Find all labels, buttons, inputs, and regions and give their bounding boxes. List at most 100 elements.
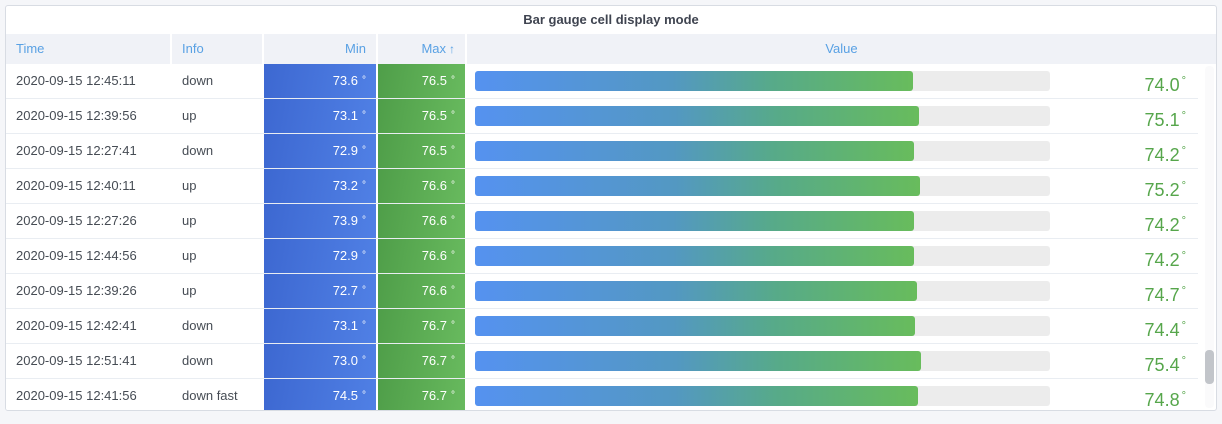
degree-unit: ° bbox=[362, 145, 366, 156]
degree-unit: ° bbox=[451, 215, 455, 226]
cell-value-bar-gauge: 74.2 ° bbox=[467, 134, 1198, 168]
max-value: 76.6 bbox=[421, 248, 447, 263]
cell-min: 72.7 ° bbox=[264, 274, 376, 308]
max-color-background: 76.7 ° bbox=[378, 379, 465, 410]
min-value: 72.9 bbox=[332, 248, 358, 263]
bar-gauge-track bbox=[475, 106, 1050, 126]
table-row: 2020-09-15 12:41:56 down fast 74.5 ° 76.7 ° 74… bbox=[6, 379, 1198, 410]
cell-value-bar-gauge: 75.2 ° bbox=[467, 169, 1198, 203]
degree-unit: ° bbox=[451, 110, 455, 121]
value-number: 74.8 bbox=[1144, 390, 1180, 410]
cell-value-bar-gauge: 75.4 ° bbox=[467, 344, 1198, 378]
table-row: 2020-09-15 12:44:56 up 72.9 ° 76.6 ° 74.2 ° bbox=[6, 239, 1198, 274]
max-value: 76.6 bbox=[421, 213, 447, 228]
bar-gauge-fill bbox=[475, 246, 914, 266]
min-value: 73.6 bbox=[332, 73, 358, 88]
degree-unit: ° bbox=[1181, 75, 1186, 87]
value-text: 75.1 ° bbox=[1145, 99, 1186, 133]
cell-value-bar-gauge: 74.7 ° bbox=[467, 274, 1198, 308]
max-color-background: 76.6 ° bbox=[378, 204, 465, 238]
value-number: 74.2 bbox=[1144, 250, 1180, 270]
table-row: 2020-09-15 12:39:56 up 73.1 ° 76.5 ° 75.1 ° bbox=[6, 99, 1198, 134]
value-number: 74.2 bbox=[1144, 215, 1180, 235]
bar-gauge-track bbox=[475, 141, 1050, 161]
bar-gauge-fill bbox=[475, 316, 915, 336]
cell-time: 2020-09-15 12:39:26 bbox=[16, 283, 137, 298]
value-text: 74.8 ° bbox=[1144, 379, 1186, 410]
column-header-min[interactable]: Min bbox=[264, 34, 376, 64]
bar-gauge-track bbox=[475, 316, 1050, 336]
min-value: 73.9 bbox=[332, 213, 358, 228]
column-header-value[interactable]: Value bbox=[467, 34, 1216, 64]
cell-info: up bbox=[182, 108, 197, 123]
degree-unit: ° bbox=[451, 145, 455, 156]
cell-min: 73.1 ° bbox=[264, 99, 376, 133]
cell-max: 76.5 ° bbox=[378, 99, 465, 133]
max-value: 76.5 bbox=[421, 143, 447, 158]
max-color-background: 76.6 ° bbox=[378, 239, 465, 273]
panel-title[interactable]: Bar gauge cell display mode bbox=[523, 12, 699, 27]
min-color-background: 73.9 ° bbox=[264, 204, 376, 238]
cell-value-bar-gauge: 74.2 ° bbox=[467, 239, 1198, 273]
degree-unit: ° bbox=[451, 180, 455, 191]
table-row: 2020-09-15 12:42:41 down 73.1 ° 76.7 ° 74.4 ° bbox=[6, 309, 1198, 344]
bar-gauge-fill bbox=[475, 281, 918, 301]
bar-gauge-fill bbox=[475, 106, 920, 126]
degree-unit: ° bbox=[451, 390, 455, 401]
cell-time: 2020-09-15 12:39:56 bbox=[16, 108, 137, 123]
max-color-background: 76.6 ° bbox=[378, 169, 465, 203]
bar-gauge-fill bbox=[475, 211, 914, 231]
value-text: 74.2 ° bbox=[1145, 134, 1186, 168]
table-row: 2020-09-15 12:27:26 up 73.9 ° 76.6 ° 74.2 ° bbox=[6, 204, 1198, 239]
cell-min: 73.6 ° bbox=[264, 64, 376, 98]
cell-info: down bbox=[182, 353, 214, 368]
cell-max: 76.5 ° bbox=[378, 64, 465, 98]
table-row: 2020-09-15 12:45:11 down 73.6 ° 76.5 ° 74.0 ° bbox=[6, 64, 1198, 99]
max-value: 76.7 bbox=[421, 353, 447, 368]
value-text: 75.2 ° bbox=[1145, 169, 1186, 203]
column-header-time[interactable]: Time bbox=[6, 34, 170, 64]
min-color-background: 73.0 ° bbox=[264, 344, 376, 378]
max-color-background: 76.5 ° bbox=[378, 64, 465, 98]
cell-max: 76.6 ° bbox=[378, 274, 465, 308]
value-text: 74.4 ° bbox=[1145, 309, 1186, 343]
degree-unit: ° bbox=[362, 390, 366, 401]
degree-unit: ° bbox=[1181, 285, 1186, 297]
cell-value-bar-gauge: 74.8 ° bbox=[467, 379, 1198, 410]
cell-info: up bbox=[182, 248, 197, 263]
value-number: 75.2 bbox=[1144, 180, 1180, 200]
min-value: 72.9 bbox=[332, 143, 358, 158]
min-color-background: 74.5 ° bbox=[264, 379, 376, 410]
scrollbar-thumb[interactable] bbox=[1205, 350, 1214, 384]
max-value: 76.6 bbox=[421, 178, 447, 193]
min-color-background: 72.9 ° bbox=[264, 134, 376, 168]
degree-unit: ° bbox=[451, 250, 455, 261]
min-color-background: 73.1 ° bbox=[264, 99, 376, 133]
min-value: 74.5 bbox=[332, 388, 358, 403]
degree-unit: ° bbox=[362, 180, 366, 191]
min-color-background: 73.2 ° bbox=[264, 169, 376, 203]
cell-max: 76.6 ° bbox=[378, 169, 465, 203]
value-number: 74.4 bbox=[1144, 320, 1180, 340]
cell-max: 76.7 ° bbox=[378, 379, 465, 410]
min-value: 73.0 bbox=[332, 353, 358, 368]
value-number: 75.4 bbox=[1144, 355, 1180, 375]
table-header-row: Time Info Min Max ↑ Value bbox=[6, 34, 1216, 64]
min-value: 73.2 bbox=[332, 178, 358, 193]
bar-gauge-fill bbox=[475, 176, 921, 196]
cell-max: 76.7 ° bbox=[378, 344, 465, 378]
bar-gauge-track bbox=[475, 246, 1050, 266]
column-header-max[interactable]: Max ↑ bbox=[378, 34, 465, 64]
degree-unit: ° bbox=[451, 285, 455, 296]
scrollbar-track[interactable] bbox=[1205, 66, 1214, 408]
min-color-background: 73.6 ° bbox=[264, 64, 376, 98]
cell-info: down bbox=[182, 318, 214, 333]
cell-time: 2020-09-15 12:27:41 bbox=[16, 143, 137, 158]
column-header-info[interactable]: Info bbox=[172, 34, 262, 64]
cell-info: up bbox=[182, 213, 197, 228]
cell-min: 72.9 ° bbox=[264, 239, 376, 273]
max-color-background: 76.5 ° bbox=[378, 134, 465, 168]
degree-unit: ° bbox=[1181, 180, 1186, 192]
cell-min: 73.1 ° bbox=[264, 309, 376, 343]
bar-gauge-fill bbox=[475, 351, 922, 371]
